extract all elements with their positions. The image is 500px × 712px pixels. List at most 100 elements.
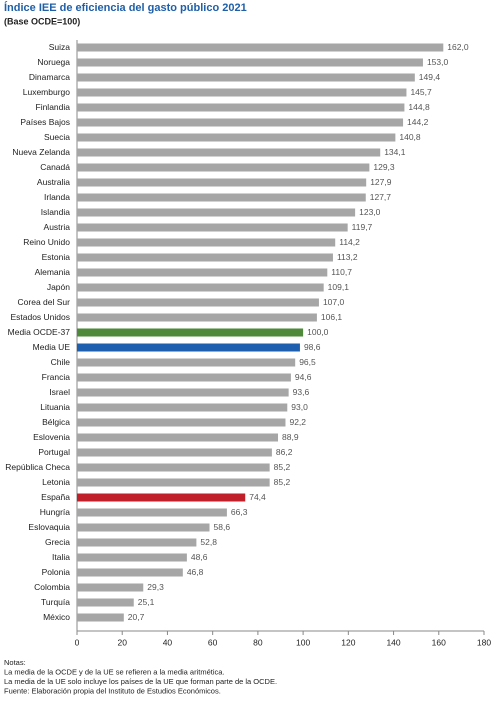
- y-tick-label: España: [41, 492, 70, 502]
- chart-title: Índice IEE de eficiencia del gasto públi…: [4, 1, 247, 14]
- bar: [77, 613, 124, 622]
- value-label: 29,3: [147, 582, 164, 592]
- bar: [77, 568, 183, 577]
- bar: [77, 238, 336, 247]
- bar: [77, 148, 381, 157]
- value-label: 96,5: [299, 357, 316, 367]
- y-tick-label: Estados Unidos: [10, 312, 70, 322]
- bar: [77, 253, 333, 262]
- y-tick-label: Suiza: [49, 42, 71, 52]
- x-tick-label: 120: [341, 637, 355, 647]
- y-tick-label: Australia: [37, 177, 70, 187]
- value-label: 109,1: [328, 282, 350, 292]
- y-tick-label: Francia: [42, 372, 71, 382]
- y-tick-label: México: [43, 612, 70, 622]
- note: La media de la UE solo incluye los paíse…: [4, 677, 277, 686]
- value-label: 110,7: [331, 267, 352, 277]
- y-tick-label: Nueva Zelanda: [12, 147, 70, 157]
- y-tick-label: Suecia: [44, 132, 70, 142]
- value-label: 48,6: [191, 552, 208, 562]
- y-tick-label: Media OCDE-37: [8, 327, 71, 337]
- note: La media de la OCDE y de la UE se refier…: [4, 667, 225, 676]
- bar: [77, 193, 366, 202]
- value-label: 127,9: [370, 177, 392, 187]
- y-tick-label: Hungría: [40, 507, 71, 517]
- bar: [77, 103, 405, 112]
- y-tick-label: Corea del Sur: [18, 297, 71, 307]
- bar: [77, 463, 270, 472]
- bar: [77, 553, 187, 562]
- y-tick-label: Estonia: [42, 252, 71, 262]
- bar: [77, 373, 291, 382]
- bar: [77, 358, 296, 367]
- chart-subtitle: (Base OCDE=100): [4, 16, 80, 26]
- y-tick-label: Italia: [52, 552, 70, 562]
- value-label: 127,7: [370, 192, 392, 202]
- y-tick-label: Noruega: [37, 57, 70, 67]
- x-tick-label: 60: [208, 637, 218, 647]
- bar: [77, 88, 407, 97]
- bar: [77, 73, 415, 82]
- value-label: 86,2: [276, 447, 293, 457]
- y-tick-label: Dinamarca: [29, 72, 70, 82]
- bar: [77, 163, 370, 172]
- bar: [77, 118, 404, 127]
- value-label: 106,1: [321, 312, 343, 322]
- y-tick-label: Islandia: [41, 207, 71, 217]
- x-tick-label: 20: [117, 637, 127, 647]
- value-label: 113,2: [337, 252, 358, 262]
- note: Fuente: Elaboración propia del Instituto…: [4, 686, 221, 695]
- y-tick-label: Letonia: [42, 477, 70, 487]
- value-label: 98,6: [304, 342, 321, 352]
- note: Notas:: [4, 658, 26, 667]
- y-tick-label: Israel: [49, 387, 70, 397]
- bar: [77, 508, 227, 517]
- bar: [77, 298, 319, 307]
- bar: [77, 178, 367, 187]
- y-tick-label: Turquía: [41, 597, 70, 607]
- x-tick-label: 180: [477, 637, 491, 647]
- bar: [77, 538, 197, 547]
- value-label: 123,0: [359, 207, 381, 217]
- value-label: 134,1: [384, 147, 406, 157]
- bar: [77, 598, 134, 607]
- bar: [77, 268, 328, 277]
- bar: [77, 478, 270, 487]
- y-tick-label: Eslovenia: [33, 432, 70, 442]
- bar: [77, 433, 279, 442]
- value-label: 119,7: [352, 222, 373, 232]
- value-label: 107,0: [323, 297, 345, 307]
- bar: [77, 43, 444, 52]
- x-tick-label: 40: [163, 637, 173, 647]
- value-label: 129,3: [373, 162, 395, 172]
- bar: [77, 223, 348, 232]
- bar: [77, 418, 286, 427]
- x-tick-label: 160: [432, 637, 446, 647]
- y-tick-label: República Checa: [5, 462, 70, 472]
- value-label: 149,4: [419, 72, 441, 82]
- value-label: 85,2: [274, 477, 291, 487]
- bar: [77, 448, 272, 457]
- bar: [77, 388, 289, 397]
- bar: [77, 58, 423, 67]
- value-label: 20,7: [128, 612, 145, 622]
- bar: [77, 283, 324, 292]
- bar: [77, 403, 288, 412]
- value-label: 114,2: [339, 237, 360, 247]
- value-label: 140,8: [399, 132, 421, 142]
- y-tick-label: Canadá: [40, 162, 70, 172]
- bar: [77, 583, 144, 592]
- value-label: 100,0: [307, 327, 329, 337]
- y-tick-label: Finlandia: [36, 102, 71, 112]
- value-label: 25,1: [138, 597, 155, 607]
- value-label: 162,0: [447, 42, 469, 52]
- y-tick-label: Lituania: [40, 402, 70, 412]
- y-tick-label: Luxemburgo: [23, 87, 71, 97]
- value-label: 58,6: [214, 522, 231, 532]
- bar: [77, 133, 396, 142]
- value-label: 144,8: [408, 102, 430, 112]
- bar: [77, 523, 210, 532]
- value-label: 46,8: [187, 567, 204, 577]
- value-label: 92,2: [289, 417, 306, 427]
- y-tick-label: Chile: [51, 357, 71, 367]
